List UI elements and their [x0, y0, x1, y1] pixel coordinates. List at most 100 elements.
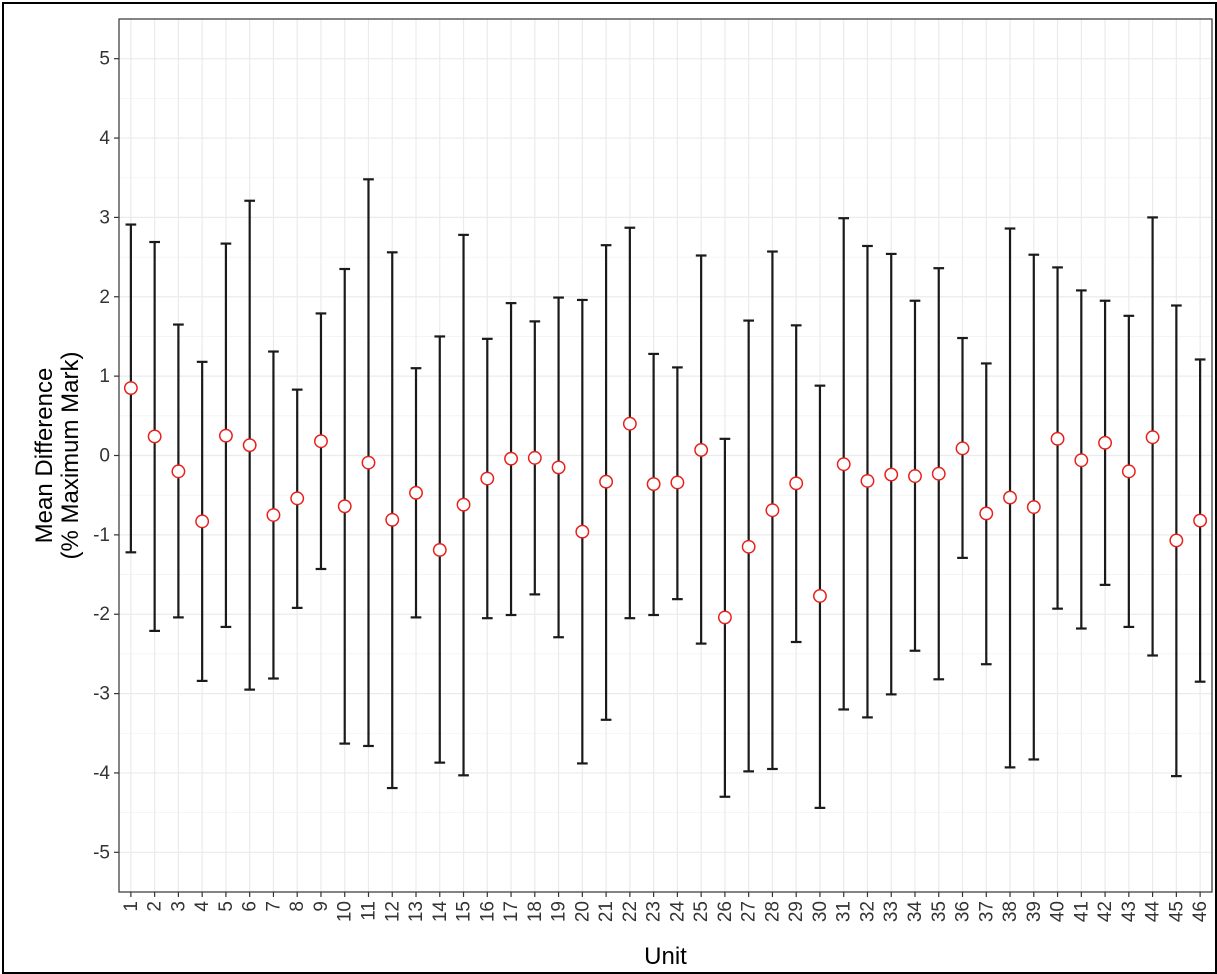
y-tick-label: 0	[99, 446, 110, 467]
x-tick-label: 18	[525, 901, 546, 922]
mean-point	[836, 457, 851, 472]
mean-points	[123, 381, 1208, 625]
mean-point	[646, 477, 661, 492]
x-tick-label: 29	[786, 901, 807, 922]
y-tick-label: 3	[99, 207, 110, 228]
x-tick-label: 6	[240, 901, 261, 912]
y-tick-label: 2	[99, 287, 110, 308]
y-axis: -5 -4 -3 -2 -1 0 1 2 3 4 5	[93, 49, 119, 863]
mean-point	[931, 466, 946, 481]
x-tick-label: 35	[929, 901, 950, 922]
x-tick-label: 40	[1048, 901, 1069, 922]
mean-point	[337, 499, 352, 514]
x-tick-label: 22	[620, 901, 641, 922]
y-axis-title-line1: Mean Difference	[31, 368, 58, 544]
x-tick-label: 30	[810, 901, 831, 922]
x-tick-label: 2	[145, 901, 166, 912]
x-tick-label: 10	[335, 901, 356, 922]
mean-point	[860, 473, 875, 488]
mean-point	[717, 610, 732, 625]
mean-point	[1121, 464, 1136, 479]
x-tick-label: 8	[287, 901, 308, 912]
mean-point	[1050, 431, 1065, 446]
mean-point	[242, 438, 257, 453]
mean-point	[765, 503, 780, 518]
mean-point	[1003, 490, 1017, 505]
mean-point	[409, 485, 423, 500]
x-tick-label: 23	[644, 901, 665, 922]
mean-point	[979, 506, 994, 521]
x-tick-label: 32	[857, 901, 878, 922]
mean-point	[599, 474, 614, 489]
mean-point	[670, 475, 685, 490]
mean-point	[884, 467, 899, 482]
mean-point	[789, 476, 804, 491]
mean-point	[171, 464, 186, 479]
x-tick-label: 25	[691, 901, 712, 922]
mean-point	[385, 512, 400, 527]
mean-point	[218, 428, 233, 443]
mean-point	[551, 460, 566, 475]
y-tick-label: 1	[99, 366, 110, 387]
x-tick-label: 1	[121, 901, 142, 912]
x-tick-label: 13	[406, 901, 427, 922]
y-tick-label: -4	[93, 763, 110, 784]
mean-point	[1169, 533, 1184, 548]
x-tick-label: 42	[1095, 901, 1116, 922]
x-tick-label: 43	[1119, 901, 1140, 922]
mean-point	[694, 442, 709, 457]
y-tick-label: -1	[93, 525, 110, 546]
mean-point	[456, 497, 471, 512]
mean-point	[1074, 453, 1089, 468]
x-tick-label: 45	[1166, 901, 1187, 922]
x-tick-label: 4	[192, 901, 213, 912]
x-tick-label: 7	[263, 901, 284, 912]
y-axis-title: Mean Difference(% Maximum Mark)	[31, 352, 84, 560]
mean-point	[1098, 435, 1113, 450]
y-tick-label: 4	[99, 128, 110, 149]
mean-point	[1026, 500, 1041, 515]
x-tick-label: 34	[905, 901, 926, 923]
y-axis-title-line2: (% Maximum Mark)	[57, 352, 84, 560]
x-tick-label: 41	[1071, 901, 1092, 922]
x-tick-label: 33	[881, 901, 902, 922]
mean-point	[504, 451, 519, 466]
x-tick-label: 39	[1024, 901, 1045, 922]
y-tick-label: -3	[93, 684, 110, 705]
mean-point	[1145, 430, 1160, 445]
x-tick-label: 14	[430, 901, 451, 923]
mean-point	[622, 416, 637, 431]
x-tick-label: 20	[572, 901, 593, 922]
mean-point	[1193, 513, 1208, 528]
x-tick-label: 16	[477, 901, 498, 922]
y-tick-label: -5	[93, 842, 110, 863]
mean-point	[432, 542, 447, 557]
mean-point	[147, 429, 162, 444]
x-axis: 1 2 3 4 5 6 7 8 9 10 11 12 13 14 15 16 17 18 19 20 21 22 23 24 2…	[121, 892, 1211, 922]
y-tick-label: 5	[99, 49, 110, 70]
x-tick-label: 37	[976, 901, 997, 922]
mean-point	[741, 539, 756, 554]
x-tick-label: 3	[168, 901, 189, 912]
mean-point	[123, 381, 138, 395]
x-tick-label: 11	[358, 901, 379, 921]
x-tick-label: 44	[1143, 901, 1164, 923]
mean-point	[527, 450, 542, 465]
x-tick-label: 27	[739, 901, 760, 922]
x-tick-label: 46	[1190, 901, 1211, 922]
mean-point	[266, 508, 281, 522]
y-tick-label: -2	[93, 604, 110, 625]
x-tick-label: 24	[667, 901, 688, 923]
mean-point	[955, 441, 970, 456]
x-tick-label: 5	[216, 901, 237, 912]
x-tick-label: 31	[834, 901, 855, 922]
x-tick-label: 21	[596, 901, 617, 922]
x-tick-label: 26	[715, 901, 736, 922]
x-axis-title: Unit	[644, 943, 687, 970]
mean-point	[195, 514, 210, 529]
mean-point	[575, 524, 590, 539]
x-tick-label: 15	[454, 901, 475, 922]
mean-point	[361, 455, 376, 470]
x-tick-label: 19	[549, 901, 570, 922]
mean-point	[290, 491, 305, 506]
